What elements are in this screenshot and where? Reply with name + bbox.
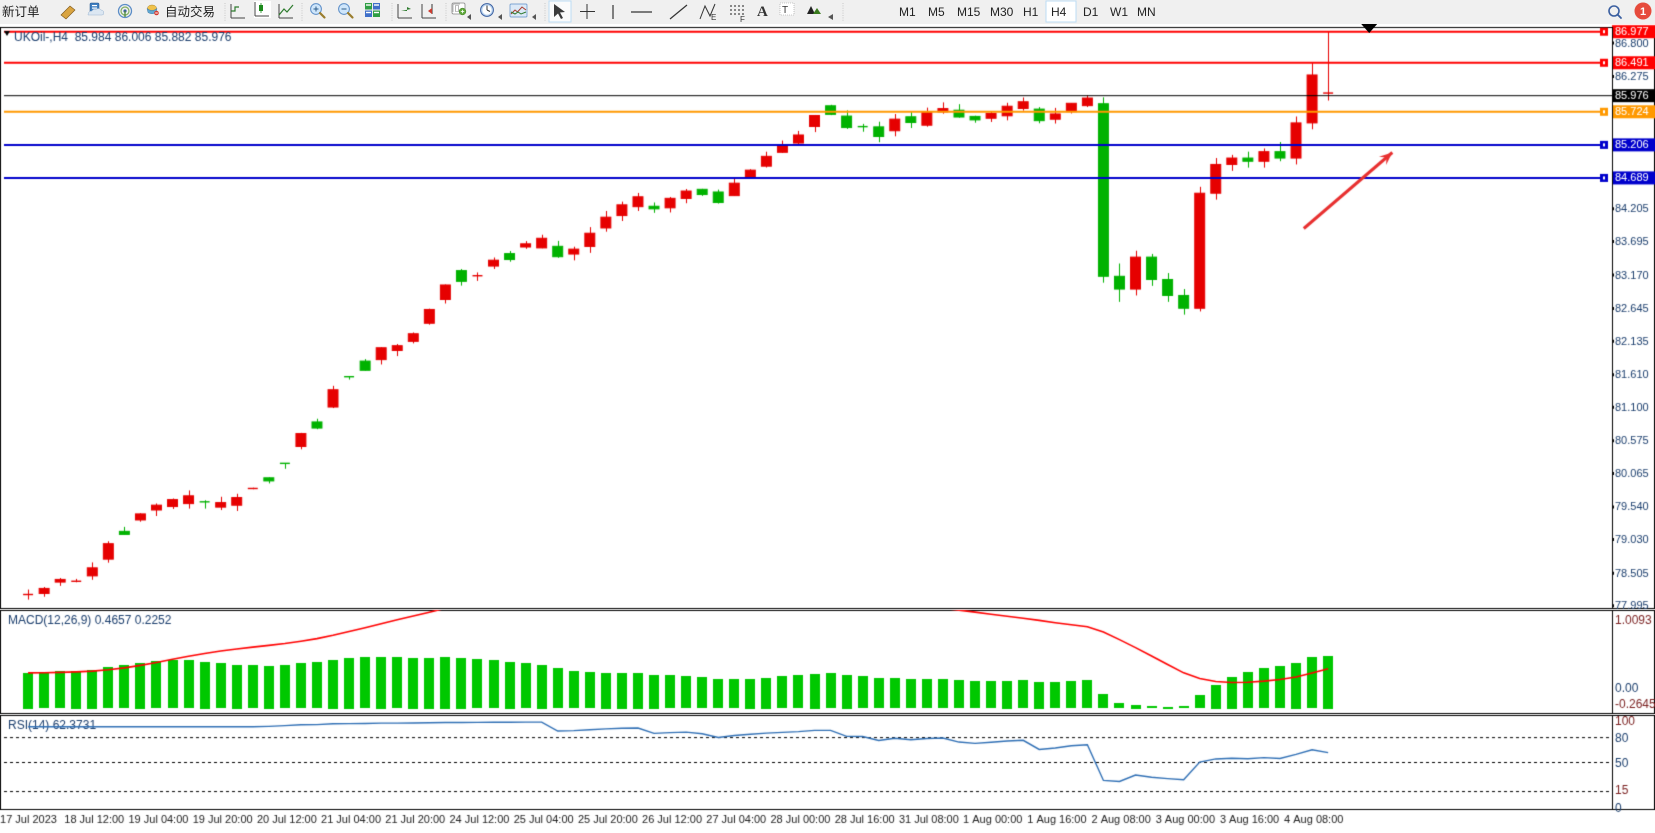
svg-text:M1: M1 [899, 5, 916, 19]
svg-text:H4: H4 [1051, 5, 1067, 19]
svg-text:E: E [711, 13, 716, 22]
svg-text:A: A [757, 4, 768, 20]
svg-text:自动交易: 自动交易 [165, 4, 215, 19]
svg-text:新订单: 新订单 [2, 4, 40, 19]
svg-text:W1: W1 [1110, 5, 1128, 19]
svg-text:T: T [782, 5, 788, 16]
svg-text:M15: M15 [957, 5, 981, 19]
svg-text:F: F [740, 15, 745, 24]
svg-text:MN: MN [1137, 5, 1156, 19]
svg-text:M5: M5 [928, 5, 945, 19]
svg-text:H1: H1 [1023, 5, 1039, 19]
svg-text:M30: M30 [990, 5, 1014, 19]
svg-text:D1: D1 [1083, 5, 1099, 19]
